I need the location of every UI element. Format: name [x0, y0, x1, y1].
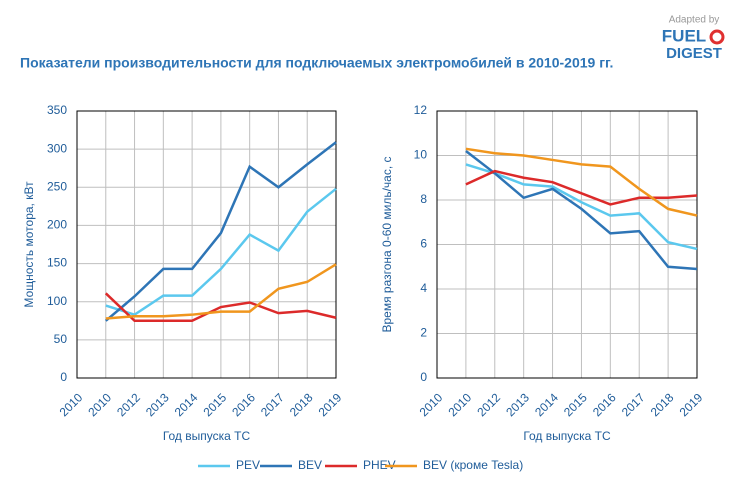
y-tick-label: 150: [47, 256, 67, 270]
y-tick-label: 250: [47, 179, 67, 193]
plot-frame: [436, 110, 698, 379]
series-line: [465, 169, 698, 206]
y-tick-label: 8: [420, 192, 427, 206]
legend-label: PHEV: [363, 458, 396, 472]
series-line: [465, 150, 698, 271]
legend-label: BEV: [298, 458, 322, 472]
plot-frame: [76, 110, 337, 379]
y-tick-label: 2: [420, 326, 427, 340]
y-tick-label: 4: [420, 281, 427, 295]
y-axis-label: Мощность мотора, кВт: [22, 181, 36, 308]
y-tick-label: 6: [420, 237, 427, 251]
series-line: [465, 163, 698, 251]
series-line: [105, 263, 337, 320]
logo-icon: [709, 29, 725, 45]
legend-label: PEV: [236, 458, 260, 472]
y-tick-label: 10: [414, 148, 428, 162]
y-tick-label: 0: [420, 370, 427, 384]
y-axis-label: Время разгона 0-60 миль/час, с: [380, 156, 394, 332]
y-tick-label: 12: [414, 103, 428, 117]
y-tick-label: 50: [54, 332, 68, 346]
logo-brand: FUEL: [662, 26, 706, 45]
page-title: Показатели производительности для подклю…: [20, 55, 613, 71]
x-axis-label: Год выпуска ТС: [523, 429, 611, 443]
y-tick-label: 200: [47, 218, 67, 232]
x-axis-label: Год выпуска ТС: [163, 429, 251, 443]
series-line: [104, 292, 337, 323]
logo-sub: DIGEST: [666, 45, 722, 62]
y-tick-label: 350: [47, 103, 67, 117]
legend-label: BEV (кроме Tesla): [423, 458, 523, 472]
y-tick-label: 100: [47, 294, 67, 308]
y-tick-label: 0: [60, 370, 67, 384]
series-line: [465, 147, 698, 217]
logo-top: Adapted by: [669, 15, 720, 26]
series-line: [104, 141, 337, 322]
series-line: [105, 187, 337, 317]
y-tick-label: 300: [47, 141, 67, 155]
